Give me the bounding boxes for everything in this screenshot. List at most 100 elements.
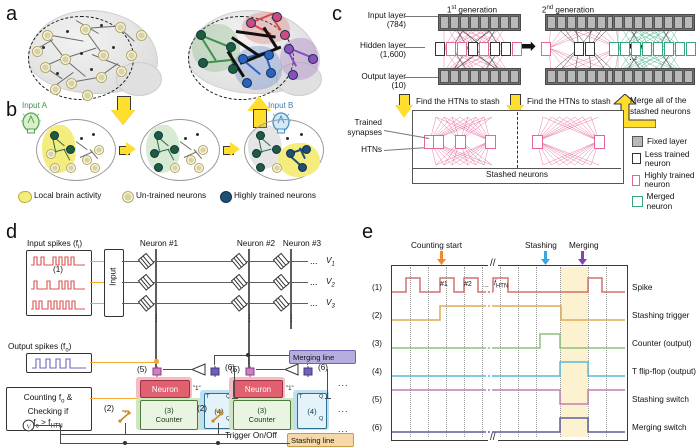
trigger-onoff-label: Trigger On/Off — [225, 431, 277, 440]
stash-htn-5 — [532, 135, 543, 149]
timing-highlight-band — [560, 267, 588, 437]
flipflop-inner-2: (4) — [297, 393, 327, 429]
bus-v-source-wire — [34, 425, 60, 426]
row-label-spike: Spike — [632, 283, 653, 292]
flipflop-terminal-qbar-1: Q — [226, 416, 230, 422]
gen1-input-layer — [438, 14, 521, 31]
crossbar-col-2 — [248, 249, 250, 371]
crossbar-row-1 — [122, 261, 308, 263]
buffer-gate-1 — [190, 363, 206, 376]
crossbar-row-2 — [122, 282, 308, 284]
leader-output — [405, 77, 438, 78]
row-label-t-flip-flop: T flip-flop (output) — [632, 367, 697, 376]
neuron-inner-1: Neuron — [140, 380, 190, 398]
stash-htn-6 — [594, 135, 605, 149]
stash-group-gen2 — [532, 115, 615, 167]
input-driver-label: Input — [108, 267, 118, 286]
arrow-gen1-to-gen2: ➡ — [521, 36, 537, 56]
one-label-2: "1" — [286, 386, 294, 392]
stash-group-gen1 — [424, 115, 512, 167]
panel-c-legend: Fixed layer Less trained neuron Highly t… — [632, 136, 700, 211]
waveform-spike — [392, 274, 625, 296]
crossbar-row-3 — [122, 303, 308, 305]
gridline-2 — [428, 267, 430, 437]
merged-input-layer — [612, 14, 695, 31]
legend-swatch-untrained — [122, 191, 134, 203]
wire-node-col2 — [246, 353, 250, 357]
panel-a-letter: a — [6, 3, 18, 25]
stashing-line-label: Stashing line — [287, 433, 354, 447]
find-htns-1-label: Find the HTNs to stash — [416, 97, 500, 106]
legend-label-fixed-layer: Fixed layer — [647, 136, 688, 146]
bus-trigger-tap-2 — [218, 423, 219, 434]
counter-inner-2: (3) Counter — [233, 400, 291, 430]
flipflop-terminal-q-2: Q — [319, 394, 324, 400]
counting-start-label: Counting start — [411, 241, 462, 250]
svg-text:V: V — [27, 423, 32, 430]
gridline-3 — [446, 267, 448, 437]
arrow-right-1 — [119, 142, 137, 156]
memristor-r3c1 — [136, 293, 155, 312]
row-label-stashing-trigger: Stashing trigger — [632, 311, 690, 320]
memristor-r2c3 — [271, 272, 290, 291]
legend-swatch-less-trained — [632, 153, 641, 165]
counter-inner-1: (3) Counter — [140, 400, 198, 430]
gridline-4 — [464, 267, 466, 437]
wire-sw1-to-buf1 — [163, 369, 193, 370]
legend-swatch-highly-trained — [220, 191, 232, 203]
memristor-r1c1 — [136, 251, 155, 270]
wire-ff2-to-merge — [327, 369, 328, 399]
unit-ellipsis-lower: ... — [338, 424, 349, 434]
gen1-hidden-layer — [435, 42, 522, 56]
wire-sw2-to-buf2 — [256, 369, 286, 370]
output-spike-train — [32, 356, 86, 369]
stash-htn-3 — [455, 135, 466, 149]
spike-count-2-label: #2 — [464, 281, 472, 288]
stash-htn-2 — [433, 135, 444, 149]
gen2-hidden-left — [541, 42, 551, 56]
legend-label-local-activity: Local brain activity — [34, 191, 102, 200]
waveform-merging-switch — [392, 414, 625, 436]
find-htns-2-label: Find the HTNs to stash — [527, 97, 611, 106]
row-label-counter-output: Counter (output) — [632, 339, 692, 348]
hidden-layer-label: Hidden layer (1,600) — [360, 41, 406, 60]
crossbar-col-3 — [290, 249, 292, 329]
legend-label-less-trained: Less trained neuron — [644, 149, 690, 168]
bus-stashing — [60, 443, 290, 444]
network-merged — [609, 14, 696, 85]
merged-output-layer — [612, 68, 695, 85]
gridline-1 — [410, 267, 412, 437]
row-index-3: (3) — [372, 339, 383, 348]
counting-checking-text: Counting fo & Checking if fo > fHTN — [23, 393, 73, 430]
arrow-right-2 — [223, 142, 241, 156]
panel-a-left-brain — [20, 6, 170, 106]
waveform-stashing-trigger — [392, 302, 625, 324]
legend-label-merged: Merged neuron — [646, 192, 675, 211]
legend-swatch-fixed-layer — [632, 136, 643, 147]
leader-hidden — [405, 47, 425, 48]
legend-label-untrained: Un-trained neurons — [136, 191, 207, 200]
gridline-10 — [588, 267, 590, 437]
panel-b-letter: b — [6, 99, 18, 121]
neuron-1-label: Neuron #1 — [139, 239, 179, 248]
trained-synapses-label: Trained synapses — [347, 118, 382, 138]
panel-b-legend: Local brain activity Un-trained neurons … — [18, 189, 318, 203]
stashing-arrow — [541, 251, 550, 265]
marker-5-unit2: (5) — [230, 365, 241, 374]
input-layer-label: Input layer (784) — [367, 11, 406, 30]
input-a-label: Input A — [22, 101, 47, 110]
bus-left-riser — [60, 425, 61, 443]
wire-merging-tap-1 — [214, 355, 215, 365]
network-state-1 — [36, 119, 116, 181]
neuron-inner-2: Neuron — [233, 380, 283, 398]
region-dashed-circle-right — [188, 16, 294, 100]
wire-col2-to-unit2 — [248, 355, 249, 365]
spike-dots-label: ... — [483, 282, 489, 289]
stashed-neurons-label: Stashed neurons — [486, 170, 548, 179]
merge-label: Merge all of the stashed neurons — [630, 96, 691, 116]
legend-swatch-merged — [632, 196, 643, 208]
stashing-trigger-switch-1 — [118, 410, 132, 423]
panel-a-right-brain — [180, 6, 340, 106]
crossbar-row-1-dots: ... — [310, 256, 318, 266]
counter-label-2: Counter — [248, 415, 276, 424]
